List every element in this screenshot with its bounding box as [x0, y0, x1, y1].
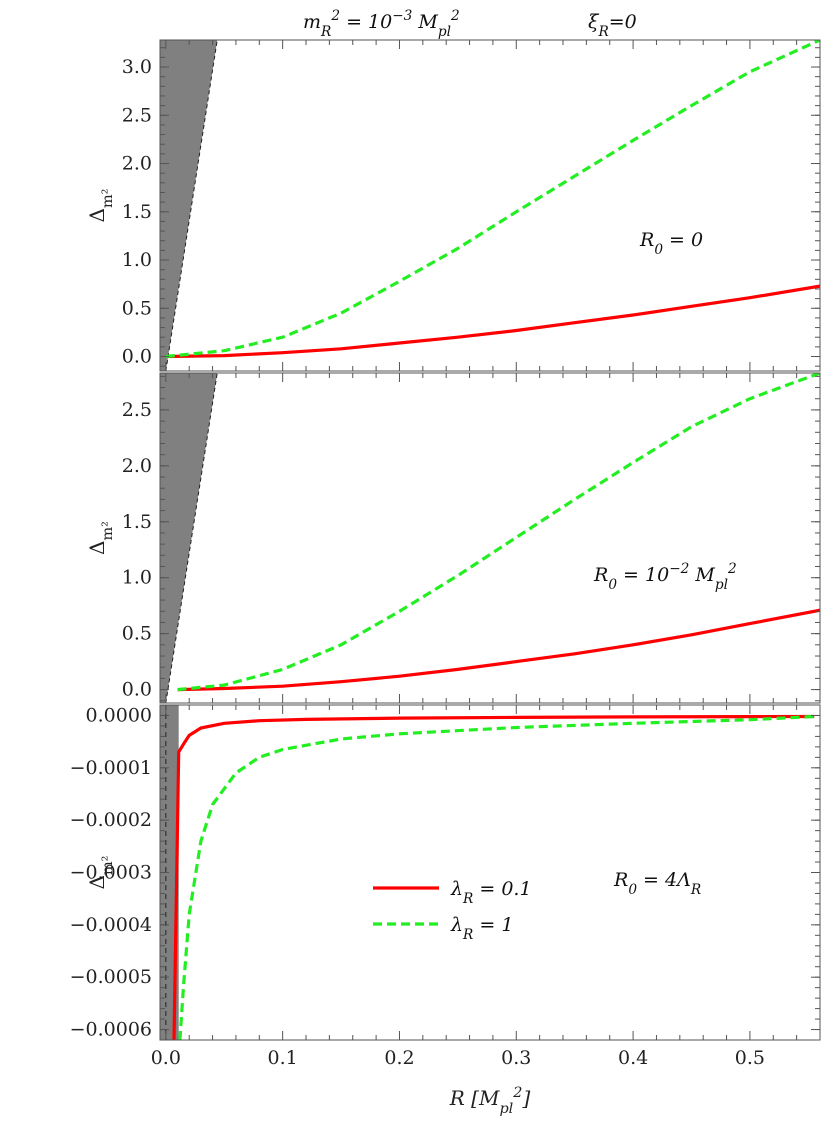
panel-frame	[159, 704, 821, 1041]
panel-annotation: R0​ = 4ΛR​	[613, 869, 701, 898]
x-tick-label: 0.3	[501, 1047, 531, 1069]
panel-frame	[159, 39, 821, 372]
plot-area-top	[160, 40, 820, 371]
y-tick-label: 0.0000	[86, 704, 152, 726]
y-tick-label: −0.0001	[70, 757, 152, 779]
panel-bottom: 0.0000 −0.0001 −0.0002 −0.0003 −0.0004 −0.000…	[70, 704, 821, 1069]
x-tick-label: 0.2	[384, 1047, 414, 1069]
excluded-region	[160, 40, 218, 371]
x-axis-label: R [Mpl​2​]	[449, 1085, 531, 1117]
y-tick-label: 1.0	[122, 567, 152, 589]
panel-frame	[159, 372, 821, 704]
x-tick-label: 0.1	[268, 1047, 298, 1069]
x-tick-label: 0.4	[618, 1047, 648, 1069]
x-tick-label: 0.5	[735, 1047, 765, 1069]
y-tick-label: 2.5	[122, 399, 152, 421]
legend-label: λR​ = 0.1	[450, 878, 532, 907]
y-tick-label: 0.5	[122, 297, 152, 319]
y-tick-label: −0.0004	[70, 914, 152, 936]
y-axis-label: Δm²​	[85, 856, 116, 890]
figure-header-xi: ξR​=0	[588, 11, 637, 40]
y-tick-label: 0.5	[122, 623, 152, 645]
panel-top: 0.0 0.5 1.0 1.5 2.0 2.5 3.0 Δm²​ R0​ = 0	[85, 39, 821, 372]
y-tick-label: 2.0	[122, 153, 152, 175]
series-line-lambda-0-1	[172, 714, 815, 1040]
plot-area-middle	[160, 373, 820, 703]
plot-area-bottom	[160, 705, 815, 1040]
series-line-lambda-1	[177, 373, 820, 692]
panel-middle: 0.0 0.5 1.0 1.5 2.0 2.5 Δm²​ R0​ = 10−2​ Mpl​2​	[85, 372, 821, 704]
y-tick-label: 2.5	[122, 104, 152, 126]
series-line-lambda-1	[178, 714, 815, 1040]
panel-annotation: R0​ = 10−2​ Mpl​2​	[593, 561, 737, 593]
y-tick-label: −0.0002	[70, 809, 152, 831]
y-tick-label: 1.5	[122, 511, 152, 533]
legend-label: λR​ = 1	[450, 914, 513, 943]
y-tick-label: 1.5	[122, 201, 152, 223]
x-tick-label: 0.0	[151, 1047, 181, 1069]
y-axis-label: Δm²​	[85, 189, 116, 223]
y-tick-label: 1.0	[122, 249, 152, 271]
y-tick-label: −0.0005	[70, 966, 152, 988]
y-tick-label: −0.0003	[70, 862, 152, 884]
series-line-lambda-0-1	[165, 284, 820, 359]
figure-header-mass: mR​2​ = 10−3​ Mpl​2​	[303, 8, 460, 40]
y-tick-label: −0.0006	[70, 1019, 152, 1041]
panel-annotation: R0​ = 0	[639, 229, 703, 258]
series-line-lambda-0-1	[177, 608, 820, 692]
y-tick-label: 2.0	[122, 455, 152, 477]
excluded-region	[160, 373, 218, 703]
y-tick-label: 0.0	[122, 679, 152, 701]
y-tick-label: 0.0	[122, 346, 152, 368]
y-tick-label: 3.0	[122, 56, 152, 78]
series-line-lambda-1	[165, 40, 820, 359]
y-axis-label: Δm²​	[85, 521, 116, 555]
